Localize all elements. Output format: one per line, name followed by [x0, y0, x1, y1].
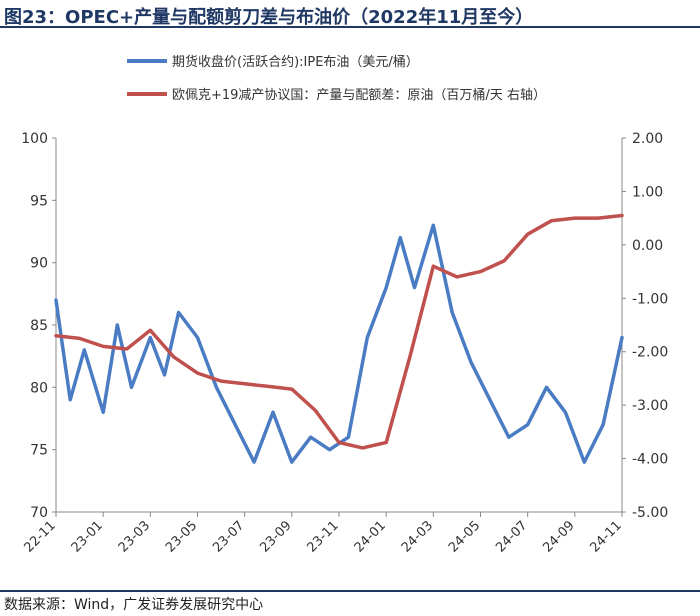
left-tick-label: 95 [30, 193, 48, 209]
left-tick-label: 80 [30, 380, 48, 396]
right-tick-label: 1.00 [632, 184, 663, 200]
x-tick-label: 24-09 [540, 518, 577, 555]
right-tick-label: -5.00 [632, 505, 668, 521]
right-tick-label: 0.00 [632, 238, 663, 254]
legend-label: 欧佩克+19减产协议国：产量与配额差：原油（百万桶/天 右轴） [172, 88, 546, 103]
right-tick-label: -4.00 [632, 452, 668, 468]
source-note: 数据来源：Wind，广发证券发展研究中心 [4, 597, 264, 613]
source-divider [0, 590, 700, 592]
x-tick-label: 23-09 [257, 518, 294, 555]
figure-title: 图23：OPEC+产量与配额剪刀差与布油价（2022年11月至今） [4, 7, 534, 28]
figure-title-bar: 图23：OPEC+产量与配额剪刀差与布油价（2022年11月至今） [0, 0, 700, 28]
right-tick-label: -3.00 [632, 398, 668, 414]
left-tick-label: 85 [30, 318, 48, 334]
x-tick-label: 24-03 [399, 518, 436, 555]
x-tick-label: 23-11 [305, 518, 342, 555]
right-tick-label: -2.00 [632, 345, 668, 361]
x-tick-label: 23-05 [163, 518, 200, 555]
x-tick-label: 24-01 [352, 518, 389, 555]
left-tick-label: 100 [21, 131, 48, 147]
legend: 期货收盘价(活跃合约):IPE布油（美元/桶） 欧佩克+19减产协议国：产量与配额… [127, 54, 546, 103]
x-tick-label: 24-05 [446, 518, 483, 555]
x-tick-label: 24-07 [493, 518, 530, 555]
x-tick-label: 23-01 [69, 518, 106, 555]
chart: 期货收盘价(活跃合约):IPE布油（美元/桶） 欧佩克+19减产协议国：产量与配额… [21, 54, 668, 556]
series-layer [54, 213, 624, 464]
x-tick-label: 24-11 [588, 518, 625, 555]
right-tick-label: -1.00 [632, 291, 668, 307]
right-tick-label: 2.00 [632, 131, 663, 147]
axes: 70 75 80 85 90 95 100 -5.00 -4.00 -3.00 -2.00 -1.00… [21, 131, 668, 556]
x-tick-label: 23-07 [210, 518, 247, 555]
series-line-brent [54, 223, 624, 464]
left-tick-label: 70 [30, 505, 48, 521]
left-tick-label: 90 [30, 256, 48, 272]
series-line-opec-gap [54, 213, 624, 450]
x-tick-label: 22-11 [22, 518, 59, 555]
x-tick-label: 23-03 [116, 518, 153, 555]
left-tick-label: 75 [30, 443, 48, 459]
legend-label: 期货收盘价(活跃合约):IPE布油（美元/桶） [172, 54, 419, 70]
